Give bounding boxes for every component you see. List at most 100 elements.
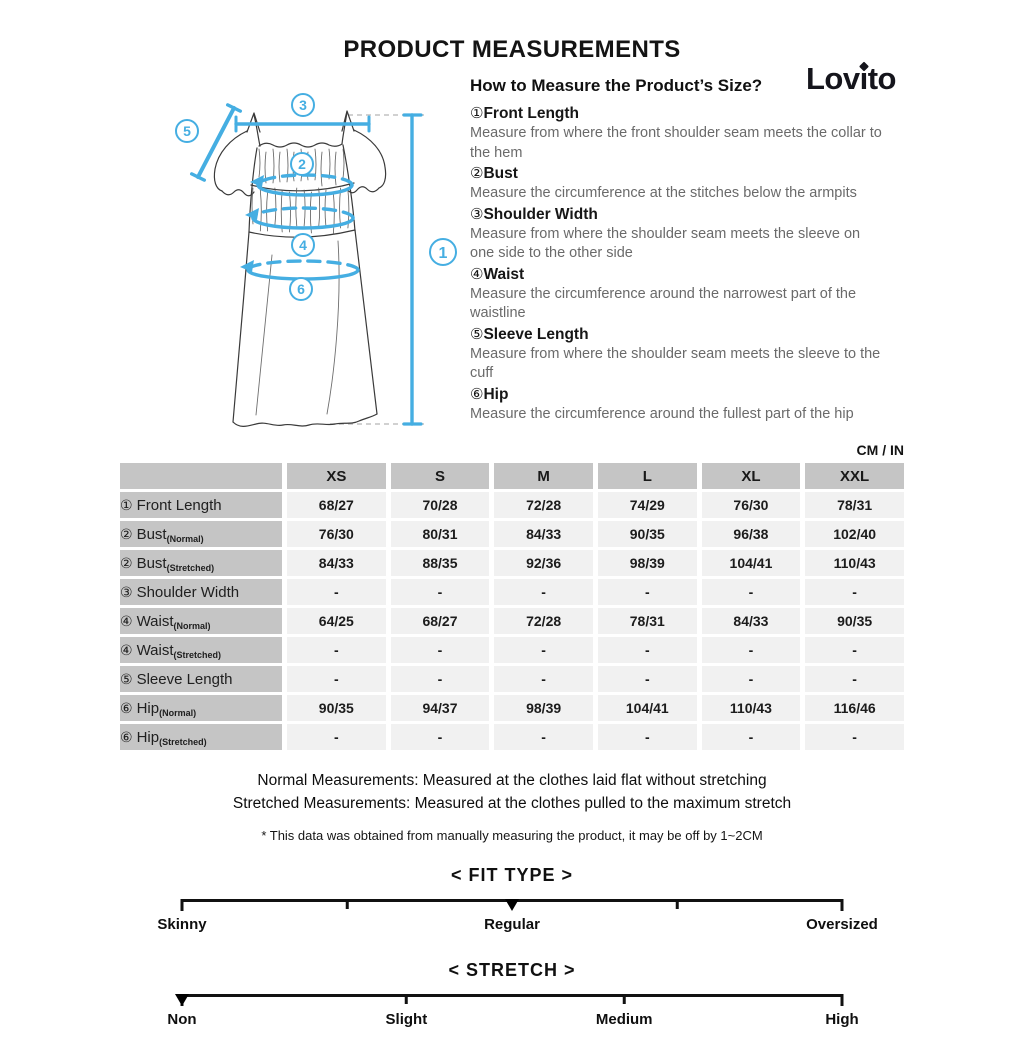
size-column-header: M [494, 463, 593, 489]
hem [232, 413, 378, 427]
measurement-value-cell: 84/33 [494, 521, 593, 547]
measurement-value-cell: - [494, 724, 593, 750]
table-row: ⑥ Hip(Normal) 90/35 94/37 98/39 104/41 110/43 1… [120, 695, 904, 721]
instruction-item: ①Front Length Measure from where the fron… [470, 103, 882, 163]
callout-5: 5 [175, 119, 199, 143]
row-number: ② [120, 555, 133, 572]
dress-measurement-diagram: 3 5 2 4 6 1 [150, 85, 470, 437]
fit-type-labels: Skinny Regular Oversized [157, 916, 877, 938]
measurement-value-cell: 116/46 [805, 695, 904, 721]
instructions-heading: How to Measure the Product’s Size? [470, 76, 763, 95]
table-row: ③ Shoulder Width - - - - - - [120, 579, 904, 605]
measurement-value-cell: 104/41 [597, 695, 697, 721]
table-row: ⑤ Sleeve Length - - - - - - [120, 666, 904, 692]
row-number: ④ [120, 613, 133, 630]
scale-label: High [825, 1011, 859, 1028]
row-number: ① [120, 497, 133, 514]
left-sleeve [213, 130, 248, 192]
callout-6: 6 [289, 277, 313, 301]
drape-line [255, 254, 273, 416]
measurement-value-cell: - [287, 637, 386, 663]
measurement-value-cell: 104/41 [701, 550, 801, 576]
scale-marker-icon [175, 994, 189, 1006]
brand-logo-pre: Lov [805, 61, 860, 96]
stretch-labels: Non Slight Medium High [167, 1011, 858, 1033]
instruction-label: ⑥Hip [470, 384, 509, 403]
scale-tick [840, 899, 844, 911]
scale-label: Non [167, 1011, 197, 1028]
scale-tick [345, 899, 349, 909]
shoulder-width-measure-line [234, 115, 371, 133]
waist-arrowhead [245, 208, 259, 220]
bust-arrowhead [250, 175, 264, 187]
note-normal: Normal Measurements: Measured at the clo… [257, 772, 767, 789]
scale-label: Regular [484, 916, 540, 933]
row-number: ④ [120, 642, 133, 659]
measurement-value-cell: - [597, 724, 697, 750]
callout-number: 5 [183, 123, 191, 139]
measurement-value-cell: - [287, 666, 386, 692]
row-sub-label: (Normal) [166, 533, 204, 544]
table-row: ④ Waist(Normal) 64/25 68/27 72/28 78/31 84/33 9… [120, 608, 904, 634]
size-column-header: S [390, 463, 490, 489]
row-sub-label: (Normal) [159, 707, 197, 718]
measurement-value-cell: 80/31 [390, 521, 490, 547]
table-header-row: XS S M L XL XXL [120, 463, 904, 489]
unit-label: CM / IN [856, 442, 904, 458]
measurement-value-cell: - [701, 666, 801, 692]
row-label-cell: ⑤ Sleeve Length [120, 666, 282, 692]
table-row: ② Bust(Stretched) 84/33 88/35 92/36 98/39 104/… [120, 550, 904, 576]
measurement-value-cell: - [494, 579, 593, 605]
measurement-value-cell: 90/35 [597, 521, 697, 547]
row-sub-label: (Stretched) [166, 562, 215, 573]
page-title: PRODUCT MEASUREMENTS [343, 36, 681, 63]
fit-type-axis [180, 899, 844, 913]
scale-label: Slight [385, 1011, 428, 1028]
measurement-value-cell: - [494, 637, 593, 663]
size-column-header: XS [287, 463, 386, 489]
measurement-value-cell: 68/27 [390, 608, 490, 634]
measurement-value-cell: 90/35 [805, 608, 904, 634]
table-corner-cell [120, 463, 282, 489]
row-sub-label: (Stretched) [159, 736, 207, 747]
callout-2: 2 [290, 152, 314, 176]
instruction-label: ①Front Length [470, 104, 580, 122]
instruction-desc: Measure from where the front shoulder se… [470, 125, 882, 161]
instruction-label: ⑤Sleeve Length [470, 324, 589, 343]
row-sub-label: (Stretched) [173, 649, 222, 660]
table-row: ⑥ Hip(Stretched) - - - - - - [120, 724, 904, 750]
table-row: ④ Waist(Stretched) - - - - - - [120, 637, 904, 663]
instruction-item: ⑤Sleeve Length Measure from where the sho… [470, 324, 882, 384]
neckline [258, 142, 343, 148]
callout-number: 2 [298, 156, 306, 172]
instruction-list: ①Front Length Measure from where the fron… [470, 103, 882, 424]
size-column-header: XL [701, 463, 801, 489]
measurement-value-cell: - [287, 724, 386, 750]
row-label-cell: ① Front Length [120, 492, 282, 518]
stretch-axis [175, 994, 844, 1008]
measurement-value-cell: 78/31 [805, 492, 904, 518]
measurement-value-cell: 110/43 [805, 550, 904, 576]
scale-label: Skinny [157, 916, 207, 933]
drape-line [326, 240, 340, 415]
disclaimer-note: * This data was obtained from manually m… [261, 828, 763, 843]
measurement-value-cell: 74/29 [597, 492, 697, 518]
instruction-label: ④Waist [470, 264, 525, 283]
instruction-label: ②Bust [470, 164, 518, 182]
fit_type-scale: < FIT TYPE > Skinny Regular Oversized [157, 865, 877, 938]
measurement-value-cell: 70/28 [390, 492, 490, 518]
skirt-right-edge [354, 229, 378, 415]
row-label-cell: ② Bust(Normal) [120, 521, 282, 547]
measurement-value-cell: 68/27 [287, 492, 386, 518]
front-length-measure-line [402, 113, 423, 426]
measurement-value-cell: 72/28 [494, 492, 593, 518]
measurement-notes: Normal Measurements: Measured at the clo… [0, 769, 1024, 815]
measurement-value-cell: - [701, 637, 801, 663]
scale-tick [180, 899, 184, 911]
instruction-item: ⑥Hip Measure the circumference around the… [470, 384, 882, 425]
row-label-cell: ④ Waist(Normal) [120, 608, 282, 634]
measurement-value-cell: 110/43 [701, 695, 801, 721]
measurement-value-cell: 76/30 [701, 492, 801, 518]
hip-arrowhead [240, 260, 254, 272]
note-stretched: Stretched Measurements: Measured at the … [232, 795, 792, 812]
